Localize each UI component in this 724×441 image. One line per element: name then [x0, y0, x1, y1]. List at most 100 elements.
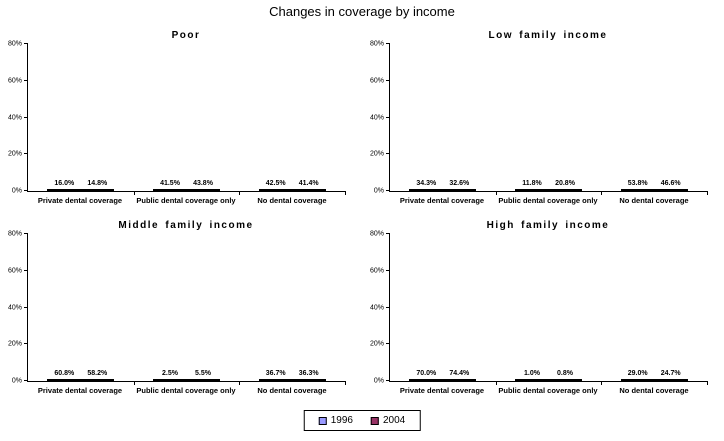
bar-value-label: 20.8% [555, 180, 575, 187]
y-tick-label: 80% [7, 230, 22, 238]
category-label: No dental coverage [257, 196, 327, 205]
x-axis-labels: Private dental coverage Public dental cov… [27, 386, 345, 395]
category-label: Private dental coverage [399, 386, 485, 395]
category-public-dental-coverage-only: 11.8% 20.8% [496, 44, 603, 195]
bar-value-label: 2.5% [162, 370, 178, 377]
bar-2004: 41.4% [291, 180, 326, 191]
category-no-dental-coverage: 53.8% 46.6% [601, 44, 709, 195]
x-tick [707, 191, 709, 195]
y-tick-label: 40% [7, 304, 22, 311]
category-label: Public dental coverage only [498, 196, 598, 205]
x-tick [239, 191, 241, 195]
bar-value-label: 24.7% [660, 370, 681, 377]
bar-1996: 34.3% [409, 180, 444, 191]
y-tick-label: 40% [7, 114, 22, 121]
category-no-dental-coverage: 29.0% 24.7% [601, 234, 709, 385]
x-tick [495, 191, 497, 195]
bar-1996: 2.5% [153, 370, 187, 381]
bar-1996: 1.0% [515, 370, 549, 381]
legend-label: 1996 [330, 414, 353, 426]
y-tick-label: 20% [369, 150, 384, 158]
bar-value-label: 43.8% [193, 180, 213, 187]
x-tick [239, 381, 241, 385]
charts-grid: Poor 0% 20% 40% 60% 80% 16.0% 14.8% 41.5% 43.8% 42… [0, 24, 724, 404]
y-tick [386, 43, 390, 44]
subplot-title: Poor [171, 30, 201, 41]
category-label: Private dental coverage [37, 196, 123, 205]
bar-2004: 0.8% [548, 370, 582, 381]
category-label: No dental coverage [619, 386, 689, 395]
category-public-dental-coverage-only: 2.5% 5.5% [134, 234, 241, 385]
bar-value-label: 70.0% [416, 370, 437, 377]
bar-value-label: 29.0% [627, 370, 648, 377]
bar-1996: 70.0% [409, 370, 444, 381]
subplot-middle-family-income: Middle family income 0% 20% 40% 60% 80% 60.8% 5… [0, 214, 362, 404]
y-tick-label: 0% [373, 187, 384, 195]
bar-1996: 53.8% [620, 180, 655, 191]
bar-value-label: 34.3% [416, 180, 437, 187]
plot-area: 0% 20% 40% 60% 80% 16.0% 14.8% 41.5% 43.8% 42.5% 4… [8, 41, 347, 195]
x-tick [601, 381, 603, 385]
y-tick [386, 153, 390, 155]
y-tick-label: 0% [11, 377, 22, 385]
bar-1996: 11.8% [515, 180, 549, 191]
y-tick [386, 343, 390, 345]
bar-1996: 29.0% [620, 370, 655, 381]
category-label: No dental coverage [619, 196, 689, 205]
subplot-title: Middle family income [118, 220, 254, 231]
y-tick [24, 153, 28, 155]
y-tick-label: 20% [7, 340, 22, 348]
bar-pair: 1.0% 0.8% [515, 370, 582, 381]
bar-pair: 60.8% 58.2% [47, 370, 115, 381]
bar-2004: 58.2% [80, 370, 115, 381]
y-tick [24, 116, 28, 118]
y-tick-label: 60% [369, 267, 384, 275]
y-tick-label: 80% [369, 40, 384, 48]
category-no-dental-coverage: 42.5% 41.4% [239, 44, 347, 195]
y-tick [24, 380, 28, 381]
legend-item-1996: 1996 [318, 414, 353, 426]
y-tick [24, 43, 28, 44]
bar-pair: 11.8% 20.8% [515, 180, 582, 191]
bar-1996: 42.5% [258, 180, 293, 191]
x-axis-labels: Private dental coverage Public dental cov… [27, 196, 345, 205]
category-public-dental-coverage-only: 1.0% 0.8% [496, 234, 603, 385]
y-tick [386, 79, 390, 81]
y-tick [386, 269, 390, 271]
bar-value-label: 16.0% [54, 180, 75, 187]
bar-value-label: 53.8% [627, 180, 648, 187]
bar-pair: 41.5% 43.8% [153, 180, 220, 191]
y-tick-label: 80% [7, 40, 22, 48]
y-tick-label: 40% [369, 304, 384, 311]
x-tick [345, 191, 347, 195]
category-label: Public dental coverage only [498, 386, 598, 395]
subplot-high-family-income: High family income 0% 20% 40% 60% 80% 70.0% 74.… [362, 214, 724, 404]
y-tick [386, 190, 390, 191]
x-tick [133, 381, 135, 385]
plot-area: 0% 20% 40% 60% 80% 34.3% 32.6% 11.8% 20.8% 53.8% 4… [370, 41, 709, 195]
category-private-dental-coverage: 60.8% 58.2% [28, 234, 135, 385]
category-private-dental-coverage: 70.0% 74.4% [390, 234, 497, 385]
y-tick [386, 380, 390, 381]
category-no-dental-coverage: 36.7% 36.3% [239, 234, 347, 385]
category-private-dental-coverage: 16.0% 14.8% [28, 44, 135, 195]
x-tick [601, 191, 603, 195]
y-tick [24, 79, 28, 81]
legend: 1996 2004 [303, 410, 421, 431]
legend-swatch-1996 [318, 416, 327, 425]
bar-2004: 5.5% [186, 370, 220, 381]
bar-2004: 46.6% [653, 180, 688, 191]
bar-value-label: 1.0% [524, 370, 540, 377]
category-label: Public dental coverage only [136, 386, 236, 395]
bar-value-label: 11.8% [522, 180, 542, 187]
y-tick [24, 343, 28, 345]
x-tick [345, 381, 347, 385]
bar-pair: 53.8% 46.6% [620, 180, 688, 191]
bar-value-label: 42.5% [265, 180, 286, 187]
bar-2004: 32.6% [442, 180, 477, 191]
x-tick [495, 381, 497, 385]
plot-area: 0% 20% 40% 60% 80% 70.0% 74.4% 1.0% 0.8% 29.0% 24.… [370, 231, 709, 385]
y-tick [24, 306, 28, 308]
bar-pair: 42.5% 41.4% [258, 180, 326, 191]
